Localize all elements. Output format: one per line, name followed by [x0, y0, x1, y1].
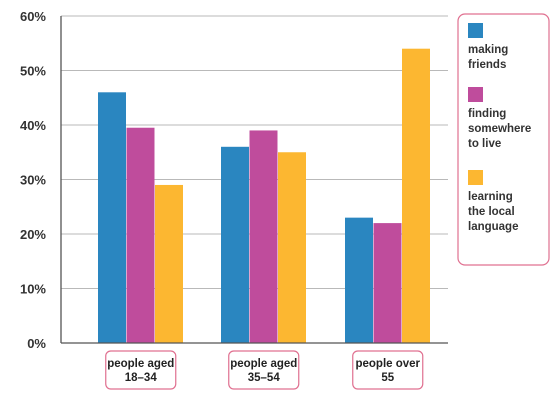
y-tick-label: 0% — [27, 336, 46, 351]
bars — [98, 48, 430, 343]
category-label-box — [352, 350, 424, 390]
legend-label: the local — [468, 206, 515, 218]
category-label: people aged — [107, 358, 174, 370]
category-label: people aged — [230, 358, 297, 370]
legend-label: learning — [468, 191, 513, 203]
legend-label: somewhere — [468, 123, 531, 135]
y-tick-label: 20% — [20, 227, 46, 242]
bar — [402, 48, 430, 343]
category-label-box — [228, 350, 300, 390]
bar — [98, 92, 126, 343]
y-tick-label: 50% — [20, 64, 46, 79]
bar — [373, 223, 402, 343]
legend-swatch — [468, 170, 483, 185]
category-label: people over — [355, 358, 420, 370]
bar — [249, 130, 278, 343]
category-label-box — [105, 350, 177, 390]
axes — [60, 16, 448, 344]
category-labels: people aged 18–34 people aged 35–54 people o… — [105, 350, 424, 390]
bar — [155, 184, 183, 343]
category-label: 18–34 — [125, 372, 158, 384]
legend: making friends finding somewhere to live lear… — [457, 13, 550, 266]
legend-label: finding — [468, 108, 506, 120]
legend-swatch — [468, 23, 483, 38]
y-axis-ticks: 0% 10% 20% 30% 40% 50% 60% — [20, 9, 46, 351]
legend-swatch — [468, 87, 483, 102]
legend-label: to live — [468, 138, 501, 150]
y-tick-label: 30% — [20, 173, 46, 188]
bar — [221, 146, 249, 343]
y-tick-label: 10% — [20, 282, 46, 297]
category-label: 55 — [381, 372, 394, 384]
legend-box — [457, 13, 550, 266]
y-tick-label: 40% — [20, 118, 46, 133]
category-label: 35–54 — [248, 372, 281, 384]
y-tick-label: 60% — [20, 9, 46, 24]
bar — [278, 152, 306, 343]
bar — [126, 127, 155, 343]
legend-label: friends — [468, 59, 506, 71]
legend-label: making — [468, 44, 508, 56]
legend-label: language — [468, 221, 518, 233]
bar — [345, 217, 373, 343]
